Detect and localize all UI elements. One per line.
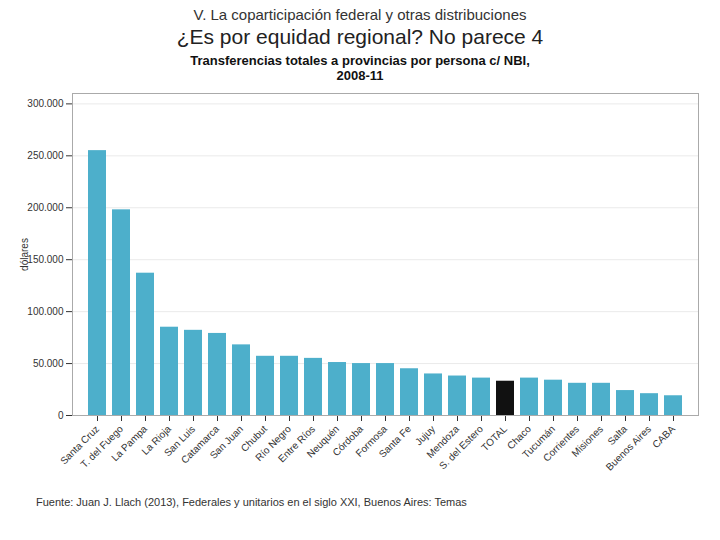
svg-text:Entre Ríos: Entre Ríos xyxy=(276,423,318,465)
svg-text:Misiones: Misiones xyxy=(569,423,605,459)
svg-text:Córdoba: Córdoba xyxy=(330,423,366,459)
html-text:¿Es por equidad regional? No p: ¿Es por equidad regional? No parece 4 xyxy=(176,25,544,48)
svg-text:Chaco: Chaco xyxy=(505,423,534,452)
svg-text:Tucumán: Tucumán xyxy=(520,423,558,461)
svg-text:La Rioja: La Rioja xyxy=(139,423,174,457)
svg-text:200.000: 200.000 xyxy=(27,202,64,213)
svg-text:S. del Estero: S. del Estero xyxy=(437,423,486,472)
html-text:V. La coparticipación federal: V. La coparticipación federal y otras di… xyxy=(193,6,527,23)
svg-text:50.000: 50.000 xyxy=(33,358,64,369)
svg-text:Chubut: Chubut xyxy=(238,423,270,454)
svg-text:Río Negro: Río Negro xyxy=(253,423,294,464)
svg-text:La Pampa: La Pampa xyxy=(109,423,149,463)
svg-text:Mendoza: Mendoza xyxy=(424,423,462,461)
svg-text:0: 0 xyxy=(58,410,64,421)
svg-text:250.000: 250.000 xyxy=(27,150,64,161)
svg-text:Santa Cruz: Santa Cruz xyxy=(58,423,102,467)
svg-text:T. del Fuego: T. del Fuego xyxy=(78,423,126,470)
svg-text:Salta: Salta xyxy=(605,423,630,448)
html-text:Fuente: Juan J. Llach (2013),: Fuente: Juan J. Llach (2013), Federales … xyxy=(36,496,467,508)
svg-text:Corrientes: Corrientes xyxy=(540,423,582,464)
svg-text:Catamarca: Catamarca xyxy=(178,423,222,466)
svg-text:300.000: 300.000 xyxy=(27,98,64,109)
svg-text:100.000: 100.000 xyxy=(27,306,64,317)
svg-text:Jujuy: Jujuy xyxy=(412,423,438,448)
svg-text:dólares: dólares xyxy=(19,238,30,271)
svg-text:Formosa: Formosa xyxy=(353,423,390,459)
svg-text:San Luis: San Luis xyxy=(161,423,198,459)
svg-text:150.000: 150.000 xyxy=(27,254,64,265)
svg-text:Buenos Aires: Buenos Aires xyxy=(604,423,653,472)
svg-text:Santa Fe: Santa Fe xyxy=(377,423,414,460)
svg-text:Neuquén: Neuquén xyxy=(304,423,342,460)
svg-text:CABA: CABA xyxy=(650,423,677,450)
svg-text:TOTAL: TOTAL xyxy=(479,423,509,453)
svg-text:San Juan: San Juan xyxy=(208,423,246,461)
html-text:Transferencias totales a provi: Transferencias totales a provincias por … xyxy=(190,53,530,83)
